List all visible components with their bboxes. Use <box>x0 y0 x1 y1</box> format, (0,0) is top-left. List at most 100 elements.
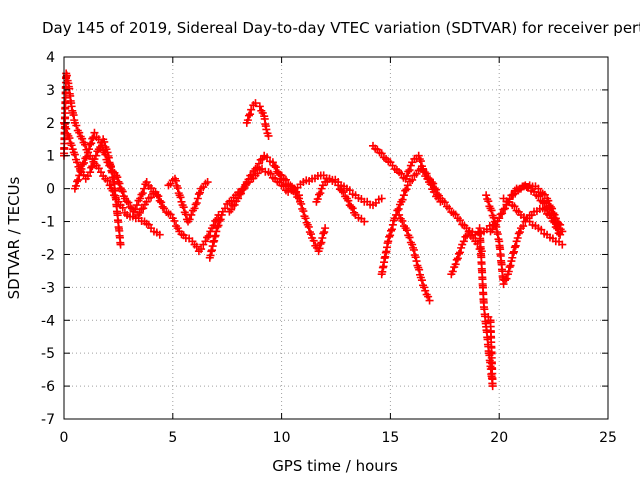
data-point <box>244 175 253 184</box>
data-point <box>91 151 100 160</box>
data-point <box>386 231 395 240</box>
series-trace-20 <box>508 181 567 236</box>
data-point <box>448 267 457 276</box>
data-point <box>454 249 463 258</box>
series-trace-8 <box>242 99 273 140</box>
data-point <box>422 169 431 178</box>
data-point <box>136 194 145 203</box>
data-point <box>221 204 230 213</box>
data-point <box>432 185 441 194</box>
data-point <box>510 243 519 252</box>
data-point <box>405 166 414 175</box>
data-point <box>71 181 80 190</box>
data-point <box>271 163 280 172</box>
data-point <box>193 194 202 203</box>
data-point <box>254 159 263 168</box>
data-point <box>118 187 127 196</box>
data-point <box>484 312 493 321</box>
data-point <box>157 198 166 207</box>
data-point <box>384 237 393 246</box>
series-trace-4 <box>133 187 223 256</box>
data-point <box>286 181 295 190</box>
series-trace-5 <box>164 174 212 226</box>
data-point <box>117 185 126 194</box>
data-point <box>509 249 518 258</box>
data-point <box>247 105 256 114</box>
data-point <box>461 232 470 241</box>
data-point <box>433 190 442 199</box>
data-point <box>513 234 522 242</box>
chart-title: Day 145 of 2019, Sidereal Day-to-day VTE… <box>42 19 640 37</box>
data-point <box>72 121 81 130</box>
data-point <box>75 171 84 180</box>
data-point <box>510 202 519 211</box>
series-trace-6 <box>205 164 386 262</box>
data-point <box>246 171 255 180</box>
y-tick-label: -4 <box>41 313 55 329</box>
data-point <box>212 227 221 236</box>
data-point <box>509 247 518 256</box>
data-point <box>398 195 407 204</box>
data-points <box>60 69 567 391</box>
data-point <box>213 222 222 231</box>
data-point <box>270 161 279 170</box>
y-tick-label: -1 <box>41 215 55 231</box>
data-point <box>538 197 547 206</box>
data-point <box>401 186 410 195</box>
y-tick-label: 3 <box>46 83 55 99</box>
series-trace-9 <box>277 171 330 256</box>
data-point <box>427 178 436 187</box>
y-tick-label: 4 <box>46 50 55 66</box>
data-point <box>203 178 212 187</box>
x-tick-label: 0 <box>60 430 69 446</box>
data-point <box>456 248 465 257</box>
data-point <box>501 276 510 285</box>
series-trace-11 <box>368 141 428 183</box>
data-point <box>78 160 87 169</box>
data-point <box>118 203 127 212</box>
data-point <box>501 204 510 213</box>
data-point <box>77 164 86 173</box>
data-point <box>137 190 146 199</box>
data-point <box>387 225 396 234</box>
data-point <box>387 226 396 235</box>
data-point <box>140 184 149 193</box>
data-point <box>411 253 420 262</box>
data-point <box>105 161 114 170</box>
x-tick-label: 5 <box>168 430 177 446</box>
data-point <box>112 171 121 180</box>
data-point <box>415 265 424 274</box>
data-point <box>101 150 110 159</box>
data-point <box>555 220 564 229</box>
data-point <box>108 167 117 176</box>
data-point <box>234 194 243 203</box>
axis-ticks <box>63 56 609 420</box>
data-point <box>301 214 310 223</box>
data-point <box>239 184 248 193</box>
data-point <box>155 196 164 205</box>
data-point <box>377 194 386 203</box>
data-point <box>404 167 413 176</box>
data-point <box>424 173 433 182</box>
data-point <box>339 188 348 197</box>
data-point <box>484 197 493 206</box>
data-point <box>88 162 97 171</box>
data-point <box>464 227 473 236</box>
data-point <box>416 157 425 166</box>
y-axis-label: SDTVAR / TECUs <box>5 176 23 299</box>
data-point <box>227 205 236 214</box>
data-point <box>304 222 313 231</box>
data-point <box>496 210 505 219</box>
data-point <box>87 139 96 148</box>
data-point <box>288 182 297 191</box>
data-point <box>511 241 520 250</box>
data-point <box>489 221 498 230</box>
data-point <box>499 280 508 289</box>
x-tick-labels: 0 5 10 15 20 25 <box>60 430 617 446</box>
data-point <box>262 125 271 134</box>
data-point <box>235 190 244 199</box>
data-point <box>192 199 201 207</box>
data-point <box>228 201 237 210</box>
data-point <box>67 141 76 150</box>
data-point <box>320 228 329 237</box>
